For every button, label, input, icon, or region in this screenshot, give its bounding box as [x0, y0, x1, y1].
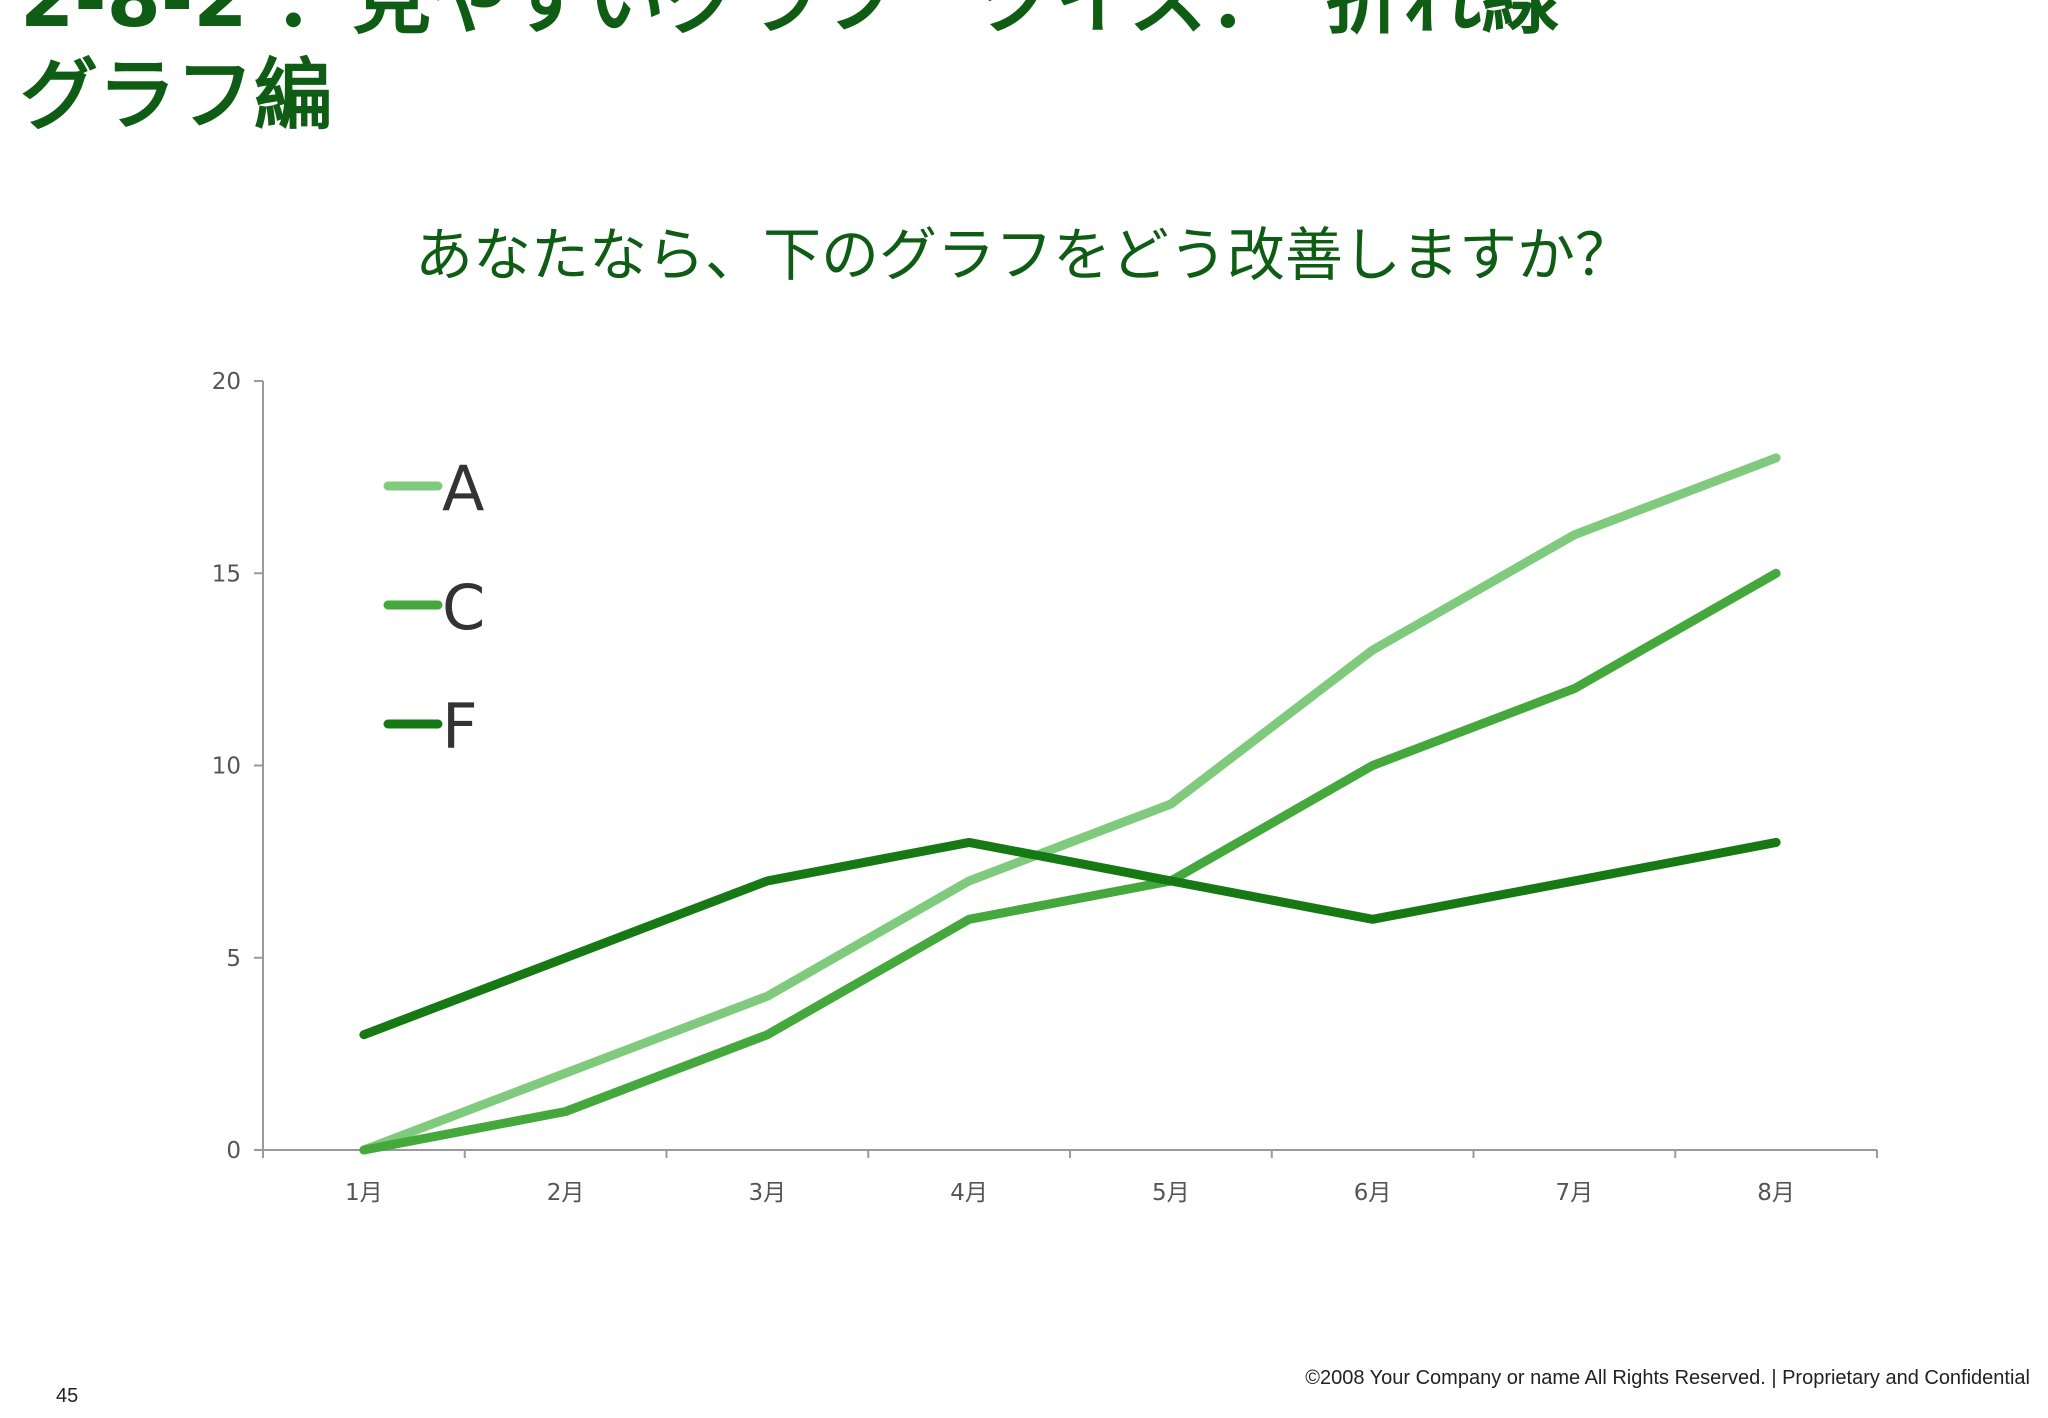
y-tick-label: 0 [226, 1138, 241, 1164]
y-tick-label: 20 [212, 369, 241, 395]
y-tick-label: 15 [212, 561, 241, 587]
x-tick-label: 7月 [1556, 1180, 1594, 1206]
x-tick-label: 3月 [749, 1180, 787, 1206]
legend-label-a: A [442, 452, 484, 525]
legend-label-f: F [442, 690, 478, 763]
page-number: 45 [56, 1385, 79, 1407]
x-tick-label: 8月 [1757, 1180, 1795, 1206]
y-tick-label: 10 [212, 754, 241, 780]
series-line-c [359, 568, 1781, 1155]
legend-label-c: C [442, 571, 485, 644]
copyright-notice: ©2008 Your Company or name All Rights Re… [1305, 1367, 2030, 1389]
x-tick-label: 6月 [1354, 1180, 1392, 1206]
x-tick-label: 4月 [950, 1180, 988, 1206]
x-tick-label: 1月 [345, 1180, 383, 1206]
series-line-a [359, 453, 1781, 1155]
x-tick-label: 5月 [1152, 1180, 1190, 1206]
slide-title: 2-8-2 ．見やすいグラフ クイズ： 折れ線 グラフ編 [20, 0, 1560, 141]
y-tick-label: 5 [226, 946, 241, 972]
x-tick-label: 2月 [547, 1180, 585, 1206]
question-text: あなたなら、下のグラフをどう改善しますか？ [414, 221, 1633, 289]
series-line-f [359, 837, 1781, 1040]
